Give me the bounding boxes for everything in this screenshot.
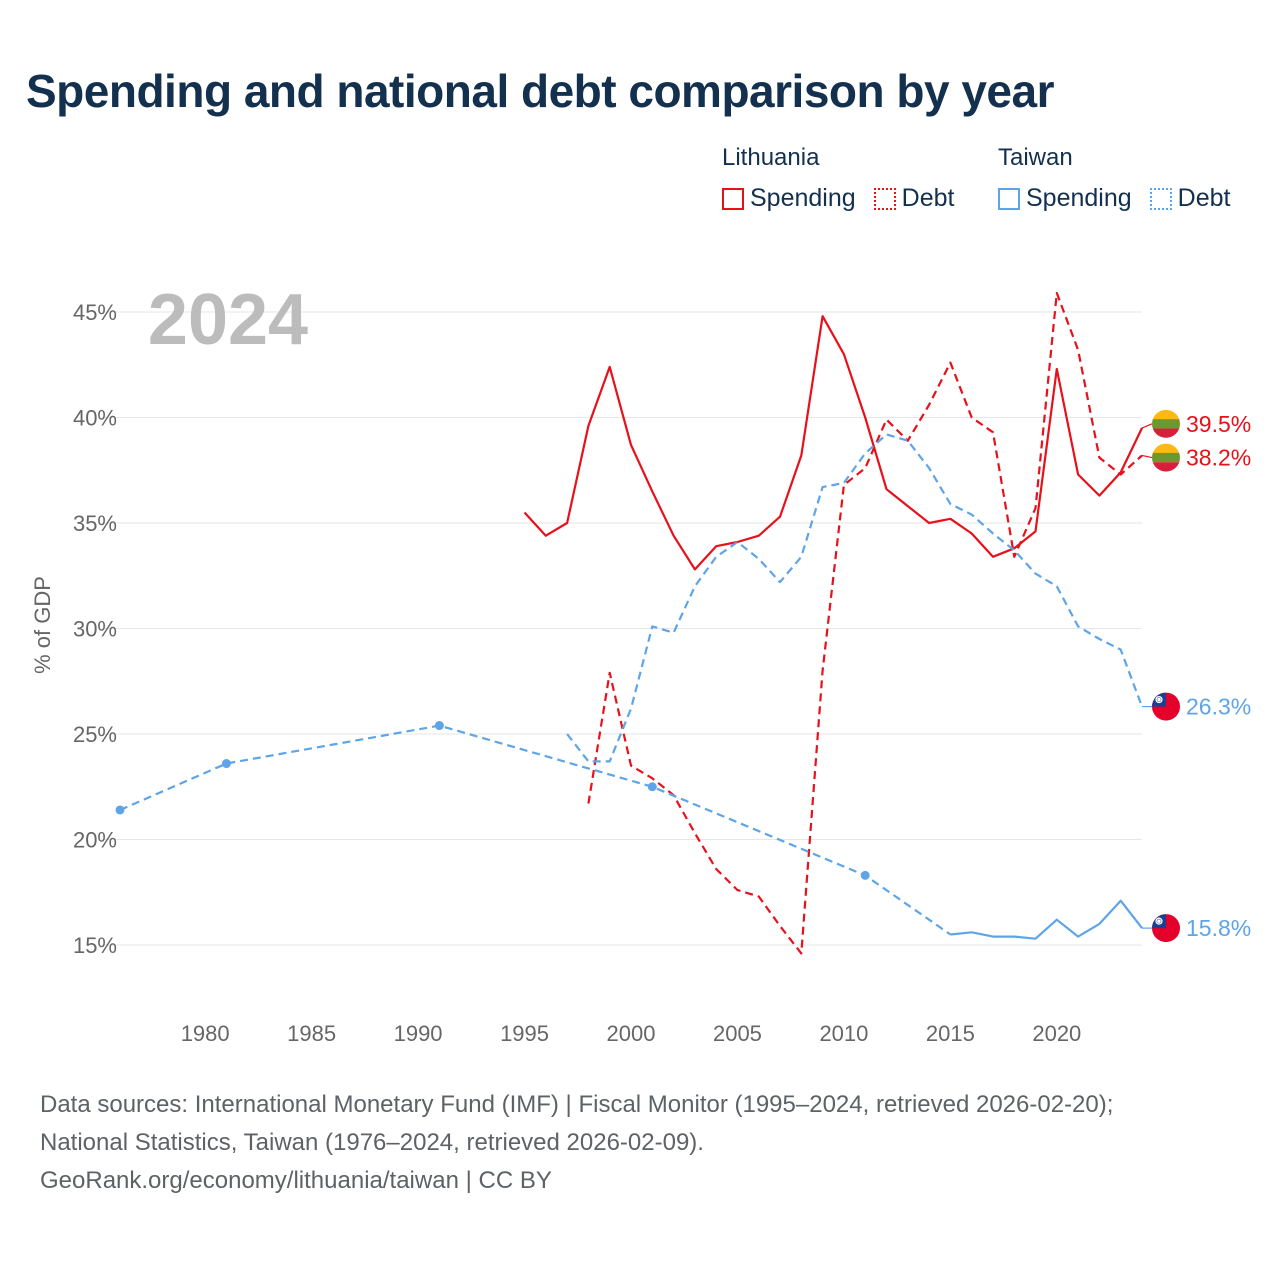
lithuania-debt-line	[587, 291, 1143, 955]
lithuania-flag-icon	[1152, 409, 1180, 438]
end-value-label: 38.2%	[1186, 445, 1251, 471]
data-point-marker	[115, 805, 125, 815]
legend-item-taiwan-debt[interactable]: Debt	[1149, 184, 1231, 213]
flag-stripe-yellow	[1152, 409, 1180, 420]
flag-clip	[1152, 409, 1180, 438]
legend-taiwan: Taiwan Spending Debt	[998, 144, 1248, 213]
grid-lines	[102, 311, 1142, 946]
end-value-label: 26.3%	[1186, 694, 1251, 720]
flag-sun-core	[1157, 697, 1161, 702]
footer-line: Data sources: International Monetary Fun…	[40, 1091, 1114, 1118]
flag-clip	[1152, 443, 1180, 472]
y-tick-label: 30%	[73, 617, 117, 642]
legend-item-taiwan-spending[interactable]: Spending	[998, 184, 1132, 213]
footer-line[interactable]: GeoRank.org/economy/lithuania/taiwan | C…	[40, 1167, 552, 1194]
legend-item-lithuania-debt[interactable]: Debt	[873, 184, 955, 213]
chart-title: Spending and national debt comparison by…	[26, 65, 1055, 117]
taiwan-spending-sparse-line	[119, 724, 952, 936]
legend-item-label: Debt	[901, 184, 955, 212]
flag-stripe-red	[1152, 462, 1180, 472]
label-connector	[1141, 423, 1153, 429]
flag-sun-core	[1157, 919, 1161, 923]
flag-clip	[1152, 914, 1180, 943]
taiwan-flag-icon	[1152, 692, 1180, 721]
footer-line: National Statistics, Taiwan (1976–2024, …	[40, 1129, 704, 1156]
taiwan-spending-line	[950, 899, 1143, 940]
data-point-marker	[434, 721, 444, 731]
x-tick-label: 2015	[926, 1021, 975, 1046]
data-point-marker	[221, 759, 231, 769]
legend-country-label: Taiwan	[998, 144, 1073, 171]
y-tick-label: 15%	[73, 933, 117, 958]
lithuania-flag-icon	[1152, 443, 1180, 472]
year-watermark: 2024	[148, 280, 308, 360]
legend-item-label: Spending	[750, 184, 856, 212]
flag-stripe-green	[1152, 419, 1180, 429]
x-tick-label: 2000	[607, 1021, 656, 1046]
legend-item-label: Spending	[1026, 184, 1132, 212]
legend-item-label: Debt	[1177, 184, 1231, 212]
x-tick-label: 2020	[1032, 1021, 1081, 1046]
x-tick-label: 1985	[287, 1021, 336, 1046]
end-value-label: 39.5%	[1186, 411, 1251, 437]
data-point-marker	[860, 870, 870, 880]
solid-line-swatch-icon	[722, 187, 744, 210]
legend-lithuania: Lithuania Spending Debt	[722, 144, 972, 213]
end-labels: 39.5% 38.2% 26.3% 15.8%	[1141, 409, 1251, 943]
end-value-label: 15.8%	[1186, 915, 1251, 941]
y-tick-label: 40%	[73, 406, 117, 431]
data-point-marker	[647, 782, 657, 792]
dotted-line-swatch-icon	[873, 187, 896, 210]
series-lines	[115, 291, 1144, 955]
footer-sources: Data sources: International Monetary Fun…	[40, 1086, 1113, 1200]
flag-stripe-yellow	[1152, 443, 1180, 453]
y-tick-label: 20%	[73, 828, 117, 853]
flag-stripe-red	[1152, 428, 1180, 438]
lithuania-spending-line	[523, 315, 1143, 571]
y-tick-label: 45%	[73, 300, 117, 325]
y-axis-label: % of GDP	[30, 576, 55, 674]
x-tick-label: 2010	[819, 1021, 868, 1046]
flag-stripe-green	[1152, 452, 1180, 463]
legend-item-lithuania-spending[interactable]: Spending	[722, 184, 856, 213]
x-tick-label: 1995	[500, 1021, 549, 1046]
x-tick-label: 1990	[394, 1021, 443, 1046]
x-tick-label: 1980	[181, 1021, 230, 1046]
solid-line-swatch-icon	[998, 187, 1020, 210]
taiwan-debt-line	[566, 433, 1144, 763]
axes: 15% 20% 25% 30% 35% 40% 45% 1980 1985 1990 1995 200…	[73, 300, 1081, 1046]
label-connector	[1141, 454, 1153, 459]
y-tick-label: 25%	[73, 722, 117, 747]
dotted-line-swatch-icon	[1149, 187, 1172, 210]
y-tick-label: 35%	[73, 511, 117, 536]
taiwan-flag-icon	[1152, 914, 1180, 943]
flag-clip	[1152, 692, 1180, 721]
x-tick-label: 2005	[713, 1021, 762, 1046]
legend-country-label: Lithuania	[722, 144, 820, 171]
